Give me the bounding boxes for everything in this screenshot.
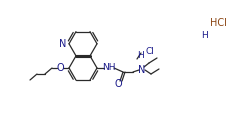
Text: Cl: Cl [145,46,154,56]
Text: H: H [202,30,208,40]
Text: O: O [114,79,122,89]
Text: H: H [137,51,143,61]
Text: N: N [138,65,146,75]
Text: HCl: HCl [210,18,227,28]
Text: O: O [56,63,64,73]
Text: NH: NH [102,63,116,72]
Text: N: N [59,39,66,49]
